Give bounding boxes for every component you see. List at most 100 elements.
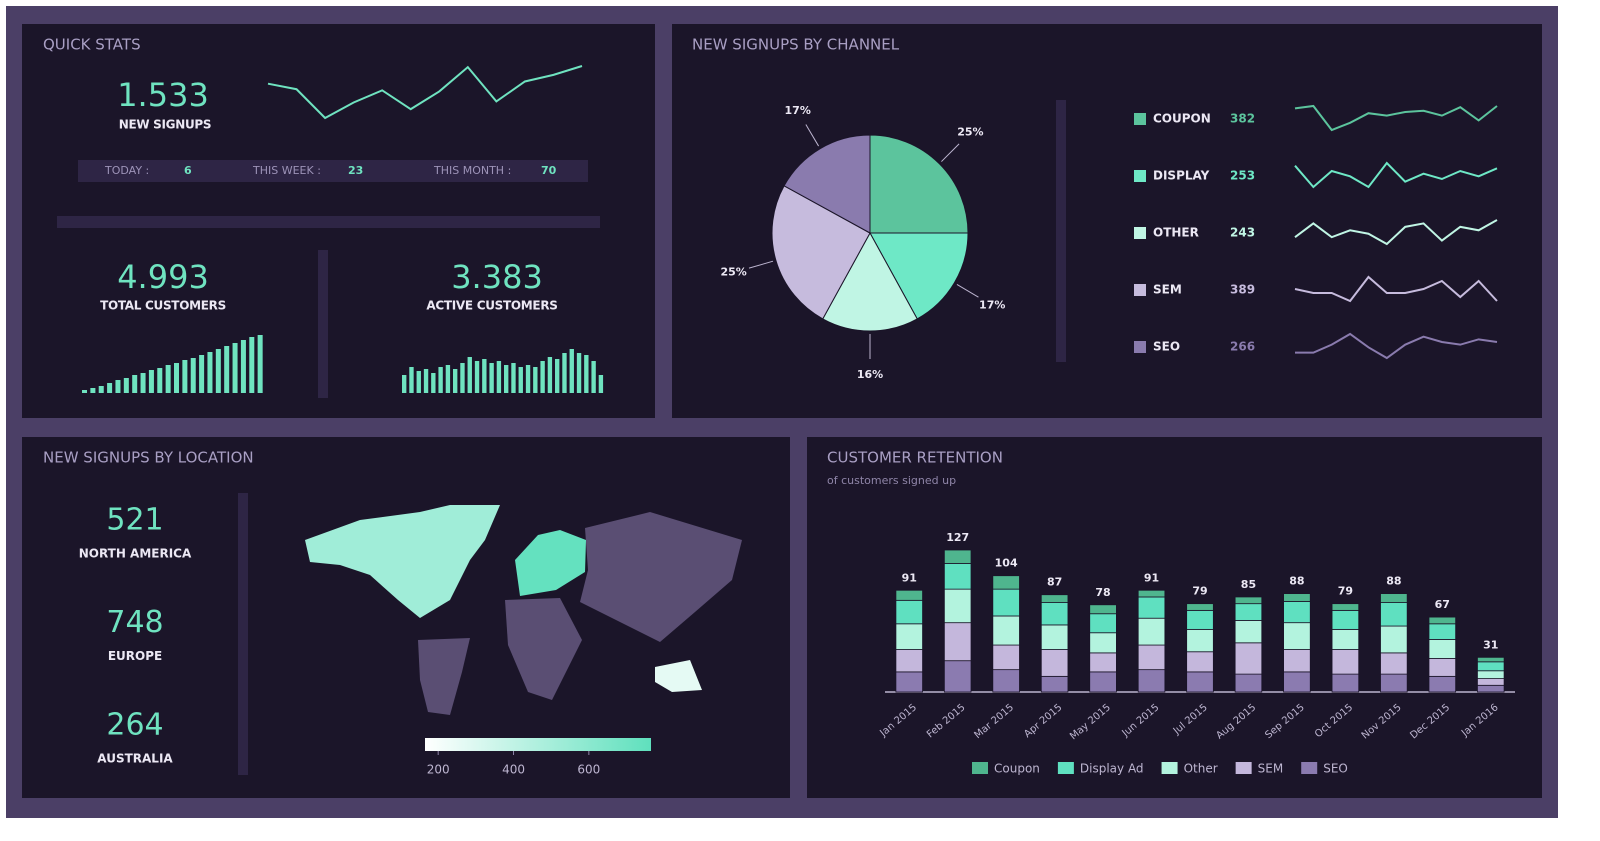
legend-swatch (1134, 170, 1146, 182)
bar (489, 363, 494, 393)
bar-segment (1380, 602, 1408, 627)
bar (584, 355, 589, 393)
bar-segment (1137, 617, 1166, 646)
bar-segment (1283, 649, 1311, 673)
bar-segment (1186, 603, 1214, 611)
bar-segment (895, 623, 923, 650)
bar (555, 359, 560, 393)
bar (445, 365, 451, 393)
bar (249, 337, 255, 393)
bar-segment (1234, 603, 1263, 621)
pie-slice (869, 232, 969, 320)
bar (525, 365, 531, 393)
bar-segment (1428, 675, 1457, 693)
bar-segment (895, 599, 923, 625)
legend-count: 266 (1230, 340, 1255, 354)
bar (115, 380, 121, 393)
legend-count: 382 (1230, 112, 1255, 126)
colorbar-tick-label: 200 (427, 763, 450, 777)
bar (207, 352, 213, 393)
bar-segment (1283, 671, 1311, 693)
bar-segment (1380, 652, 1408, 675)
map-region (515, 530, 586, 596)
kpi-value: 3.383 (451, 258, 543, 296)
divider (238, 493, 248, 775)
bar (165, 365, 171, 393)
kpi-value: 748 (106, 605, 163, 640)
sparkline (267, 65, 583, 120)
legend-count: 243 (1230, 226, 1255, 240)
bar (190, 358, 196, 393)
bar-segment (895, 671, 923, 693)
bar-segment (1137, 644, 1166, 671)
bar-segment (1234, 620, 1263, 644)
bar (438, 367, 443, 393)
bar-segment (1186, 651, 1214, 673)
map-region (655, 660, 702, 692)
bar (540, 361, 545, 393)
legend-swatch (1134, 341, 1146, 353)
bar-segment (943, 660, 972, 693)
bar-segment (1234, 596, 1263, 605)
legend-swatch (1235, 762, 1252, 774)
divider (318, 250, 328, 398)
kpi-value: 521 (106, 503, 163, 538)
bar (409, 367, 414, 393)
bar-segment (1089, 652, 1117, 673)
bar-segment (1477, 670, 1505, 679)
panel-title: QUICK STATS (43, 36, 141, 54)
bar (453, 369, 458, 393)
bar-total: 88 (1289, 575, 1304, 588)
bar (460, 363, 465, 393)
bar-segment (1040, 594, 1069, 603)
bar (431, 373, 436, 393)
bar-segment (1477, 678, 1505, 686)
bar (257, 335, 263, 393)
bar-total: 78 (1095, 586, 1110, 599)
leader-line (748, 260, 774, 269)
bar-segment (1428, 616, 1457, 625)
bar-segment (1477, 656, 1505, 663)
bar-total: 79 (1192, 585, 1207, 598)
bar (215, 349, 221, 393)
bar-segment (1331, 603, 1360, 611)
bar (504, 365, 509, 393)
land (505, 598, 582, 700)
bar-segment (1089, 604, 1117, 615)
bar (90, 388, 96, 393)
bar (240, 340, 246, 393)
bar (224, 346, 230, 393)
bar-segment (1040, 624, 1069, 650)
legend-label: SEO (1323, 762, 1348, 776)
bar (174, 363, 180, 393)
legend-swatch (1134, 113, 1146, 125)
bar-segment (992, 575, 1020, 590)
bar-segment (943, 563, 972, 590)
bar (82, 390, 88, 393)
bar-segment (1331, 609, 1360, 630)
bar-segment (1477, 661, 1505, 672)
leader-line (941, 143, 960, 162)
strip-value: 70 (541, 164, 557, 177)
panel-title: CUSTOMER RETENTION (827, 449, 1003, 467)
bar-segment (1137, 589, 1166, 598)
bar-segment (1331, 628, 1360, 650)
land (580, 512, 742, 642)
divider (57, 216, 600, 228)
pie-label: 16% (857, 368, 883, 381)
pie-label: 17% (785, 104, 811, 117)
bar-segment (992, 615, 1020, 646)
bar-segment (1234, 673, 1263, 693)
bar-segment (1283, 622, 1311, 650)
legend-swatch (972, 762, 988, 774)
bar-total: 31 (1483, 638, 1498, 651)
strip-value: 6 (184, 164, 192, 177)
bar (423, 369, 429, 393)
panel-retention (807, 437, 1542, 798)
kpi-label: NORTH AMERICA (79, 547, 192, 561)
bar (562, 353, 567, 393)
bar (416, 371, 421, 393)
pie-slice (869, 134, 969, 234)
bar-segment (1331, 649, 1360, 675)
